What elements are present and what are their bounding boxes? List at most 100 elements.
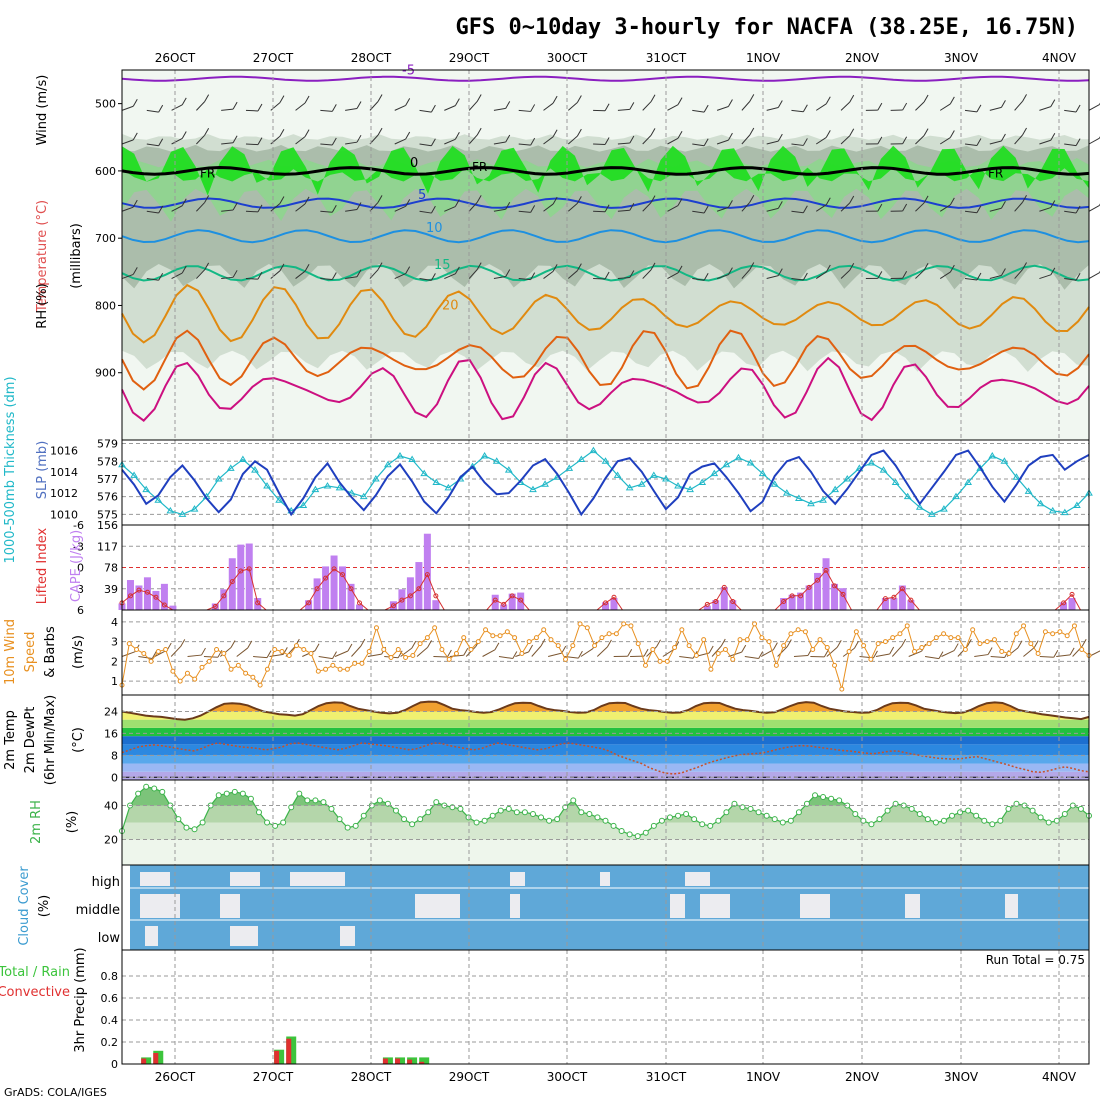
axis-label-rh2m: 2m RH	[29, 800, 44, 844]
cape-bar	[245, 543, 253, 610]
wind-speed-point	[257, 682, 263, 688]
wind-speed-point	[533, 635, 539, 641]
lifted-index-point	[899, 586, 905, 592]
mid-wind-barb-feather	[405, 199, 411, 207]
rh-point	[973, 812, 980, 819]
rh-point	[199, 819, 206, 826]
thickness-point	[1060, 508, 1069, 516]
upper-wind-barb-feather	[1022, 127, 1027, 136]
wind-speed-point	[861, 643, 867, 649]
rh-point	[691, 816, 698, 823]
wind-speed-point	[853, 629, 859, 635]
wind-barb-feather	[561, 645, 567, 654]
upper-wind-barb-feather	[476, 127, 482, 136]
lifted-index-point	[806, 584, 812, 590]
upper-wind-barb	[171, 138, 183, 145]
precip-tick-label: 0	[111, 1058, 118, 1071]
cape-bar	[517, 592, 525, 610]
upper-wind-barb	[915, 135, 925, 145]
wind-speed-point	[214, 647, 220, 653]
upper-wind-barb	[642, 101, 652, 111]
wind-speed-point	[286, 652, 292, 658]
wind-speed-point	[788, 631, 794, 637]
upper-wind-barb	[667, 104, 679, 111]
rh-point	[932, 819, 939, 826]
wind-barb-feather	[332, 651, 337, 659]
upper-wind-barb	[518, 143, 531, 146]
upper-wind-barb-feather	[802, 138, 808, 146]
precip-convective-bar	[419, 1061, 425, 1064]
bottom-date-label: 2NOV	[845, 1070, 880, 1084]
wind-speed-point	[984, 639, 990, 645]
wind-speed-point	[359, 660, 365, 666]
upper-wind-barb-feather	[650, 94, 656, 102]
upper-wind-barb-feather	[232, 101, 238, 110]
rh-point	[989, 821, 996, 828]
cloud-panel: high middle low Cloud Cover (%)	[17, 864, 1090, 951]
wind-barb-feather	[360, 638, 366, 647]
mid-wind-barb	[468, 202, 478, 212]
wind-speed-point	[657, 658, 663, 664]
cape-tick-label: 78	[104, 562, 118, 575]
rh-point	[360, 812, 367, 819]
upper-wind-barb-feather	[304, 95, 310, 104]
wind-speed-point	[773, 662, 779, 668]
axis-label-precip: 3hr Precip (mm)	[73, 947, 88, 1052]
bottom-date-label: 31OCT	[646, 1070, 687, 1084]
wind-speed-point	[206, 658, 212, 664]
upper-wind-barb	[840, 101, 851, 111]
wind-speed-point	[846, 649, 852, 655]
wind-speed-point	[148, 658, 154, 664]
wind-barb-feather	[786, 639, 792, 647]
wind-speed-point	[824, 645, 830, 651]
thickness-point	[492, 457, 501, 464]
wind-speed-point	[323, 666, 329, 672]
upper-wind-barb-feather	[877, 136, 883, 145]
mid-wind-barb-feather	[377, 195, 383, 203]
wind-barb	[498, 656, 513, 659]
cloud-gap	[330, 872, 345, 886]
wind-speed-point	[497, 633, 503, 639]
wind-speed-point	[366, 649, 372, 655]
wind-speed-point	[897, 631, 903, 637]
upper-wind-barb-feather	[923, 128, 929, 136]
upper-wind-barb	[791, 143, 804, 146]
low-wind-barb	[196, 269, 205, 279]
upper-wind-barb	[642, 135, 652, 145]
wind-barb	[974, 654, 989, 657]
mid-wind-barb-feather	[1000, 200, 1006, 209]
wind-speed-point	[1028, 641, 1034, 647]
wind-barb	[1023, 647, 1035, 657]
wind-barb	[367, 653, 382, 657]
thickness-point	[190, 505, 199, 512]
upper-wind-barb-feather	[1050, 99, 1056, 107]
dewpoint-line	[121, 742, 1090, 775]
axis-label-temp-1: 2m Temp	[3, 710, 18, 770]
lifted-index-point	[127, 593, 133, 599]
isotherm-line	[121, 356, 1090, 422]
wind-barb-feather	[446, 649, 452, 658]
wind-speed-point	[810, 647, 816, 653]
isotherm-label: 15	[434, 258, 451, 273]
wind-speed-point	[817, 637, 823, 643]
axis-label-thickness: 1000-500mb Thickness (dm)	[3, 376, 18, 563]
lifted-index-point	[823, 567, 829, 573]
wind-barb	[1056, 654, 1071, 657]
thickness-point	[420, 469, 429, 477]
thickness-tick-label: 575	[97, 508, 118, 521]
upper-wind-barb	[295, 102, 306, 111]
thickness-point	[371, 474, 380, 482]
low-wind-barb	[468, 269, 478, 279]
thickness-point	[952, 492, 960, 500]
wind-barb-feather	[889, 646, 895, 655]
precip-convective-bar	[382, 1058, 388, 1064]
wind-barb-feather	[201, 647, 206, 656]
cape-bar	[143, 577, 151, 610]
thickness-point	[251, 466, 259, 473]
thickness-point	[226, 464, 235, 471]
rh-point	[376, 797, 383, 804]
upper-wind-barb-feather	[505, 101, 511, 109]
mid-wind-barb-feather	[356, 202, 362, 210]
lifted-index-point	[340, 572, 346, 578]
wind-speed-point	[293, 643, 299, 649]
